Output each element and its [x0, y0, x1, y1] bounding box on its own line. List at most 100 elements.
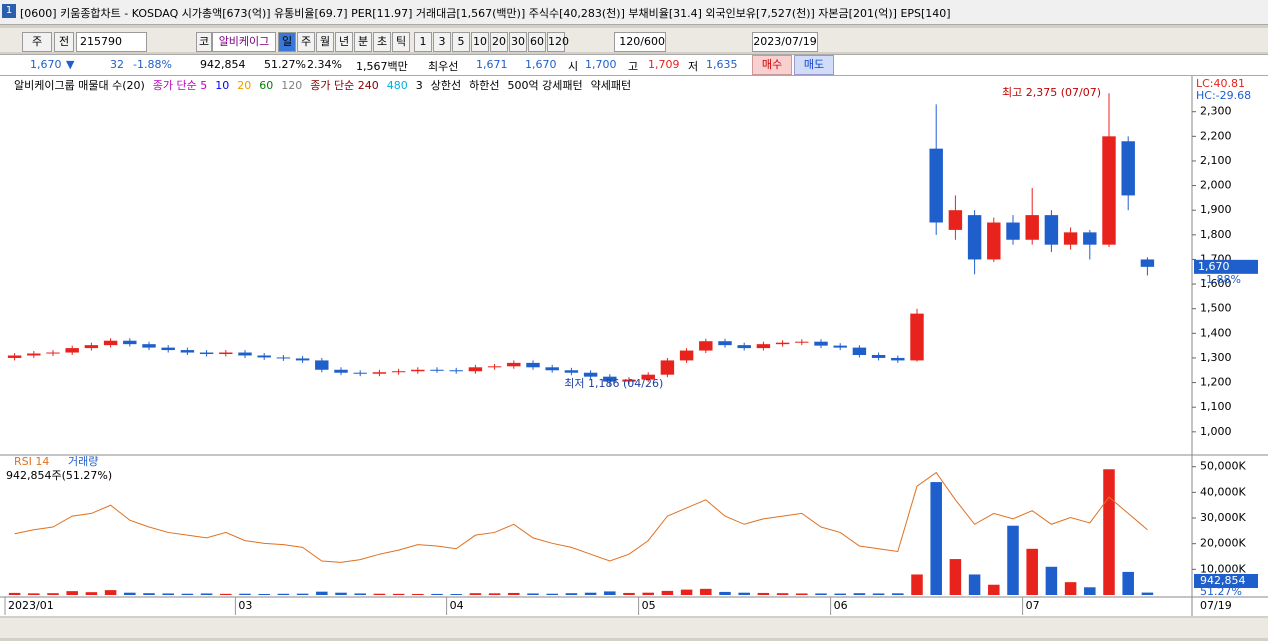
timeframe-button[interactable]: 분 — [354, 32, 372, 52]
candle-body — [276, 357, 291, 359]
timeframe-button[interactable]: 일 — [278, 32, 296, 52]
volume-bar — [719, 591, 731, 595]
candle-body — [775, 342, 790, 345]
volume-bar — [1045, 566, 1058, 595]
candle-body — [1140, 259, 1155, 267]
y-tick-label: 1,900 — [1200, 203, 1232, 216]
market-button[interactable]: 코 — [196, 32, 212, 52]
candle-body — [564, 370, 579, 373]
interval-button[interactable]: 3 — [433, 32, 451, 52]
vol-legend: 거래량 — [68, 455, 98, 468]
volume-bar — [200, 593, 213, 595]
candle-body — [910, 313, 924, 361]
last-price-label: 1,670 — [1198, 260, 1230, 273]
y-tick-label: 2,100 — [1200, 154, 1232, 167]
count-field[interactable]: 120/600 — [614, 32, 666, 52]
candle-body — [833, 345, 847, 348]
volume-bar — [872, 593, 885, 595]
price: 1,670 — [30, 58, 62, 71]
volume-bar — [124, 592, 136, 595]
candle-body — [391, 371, 406, 373]
name-field[interactable]: 알비케이그 — [212, 32, 276, 52]
volume-bar — [104, 590, 117, 595]
candle-body — [545, 367, 559, 371]
candle-body — [814, 341, 828, 346]
volume-bar — [412, 593, 424, 595]
x-tick-label: 03 — [238, 599, 252, 612]
scrollbar[interactable] — [0, 618, 1268, 638]
vol-tick-label: 30,000K — [1200, 511, 1246, 524]
date-field[interactable]: 2023/07/19 — [752, 32, 818, 52]
chart: LC:40.81 HC:-29.68 RSI 14 거래량 942,854주(5… — [0, 76, 1268, 638]
code-input[interactable]: 215790 — [76, 32, 147, 52]
legend-item: 20 — [237, 79, 251, 92]
y-tick-label: 1,200 — [1200, 376, 1232, 389]
candle-body — [660, 360, 675, 375]
x-tick-label: 06 — [834, 599, 848, 612]
buy-button[interactable]: 매수 — [752, 55, 792, 75]
quote-bar: 1,670 ▼ 32 -1.88% 942,854 51.27% 2.34% 1… — [0, 54, 1268, 76]
volume-bar — [431, 593, 443, 595]
sell-button[interactable]: 매도 — [794, 55, 834, 75]
candle-body — [142, 344, 156, 348]
volume-bar — [853, 593, 866, 595]
arrow: ▼ — [66, 58, 75, 71]
legend-item: 하한선 — [469, 78, 499, 92]
volume-bar — [1122, 571, 1134, 595]
vol-tick-label: 20,000K — [1200, 537, 1246, 550]
volume-bar — [642, 592, 654, 595]
volume-bar — [815, 593, 827, 595]
app-icon: 1 — [2, 4, 16, 18]
timeframe-button[interactable]: 초 — [373, 32, 391, 52]
timeframe-button[interactable]: 주 — [297, 32, 315, 52]
candle-body — [27, 353, 41, 356]
volume-bar — [930, 482, 942, 595]
volume-bar — [623, 592, 635, 595]
interval-button[interactable]: 60 — [528, 32, 546, 52]
interval-button[interactable]: 1 — [414, 32, 432, 52]
legend-item: 10 — [215, 79, 229, 92]
low-label: 저 — [688, 60, 699, 73]
legend-item: 120 — [281, 79, 302, 92]
turnover: 2.34% — [307, 58, 342, 71]
interval-button[interactable]: 5 — [452, 32, 470, 52]
candle-body — [430, 369, 444, 371]
candle-body — [372, 372, 387, 374]
candle-body — [987, 222, 1001, 260]
y-tick-label: 1,000 — [1200, 425, 1232, 438]
volume-bar — [392, 593, 405, 595]
volume-bar — [604, 591, 616, 595]
vol-last-label: 942,854 — [1200, 574, 1246, 587]
volume-bar — [968, 574, 981, 595]
rsi-line — [14, 471, 1148, 563]
volume-bar — [450, 594, 462, 595]
interval-button[interactable]: 10 — [471, 32, 489, 52]
volume-bar — [277, 593, 290, 595]
volume-bar — [162, 593, 174, 595]
candle-body — [603, 376, 617, 382]
candle-body — [1044, 215, 1059, 245]
period-select[interactable]: 주 — [22, 32, 52, 52]
candle-body — [65, 348, 79, 353]
candle-body — [123, 340, 137, 345]
candle-body — [449, 370, 463, 372]
candle-body — [526, 362, 540, 368]
timeframe-button[interactable]: 틱 — [392, 32, 410, 52]
timeframe-button[interactable]: 년 — [335, 32, 353, 52]
y-tick-label: 1,400 — [1200, 326, 1232, 339]
low-annotation: 최저 1,186 (04/26) — [564, 377, 663, 390]
y-tick-label: 1,800 — [1200, 228, 1232, 241]
change: 32 — [110, 58, 124, 71]
interval-button[interactable]: 120 — [547, 32, 569, 52]
volume-bar — [8, 592, 21, 595]
volume-bar — [680, 589, 693, 595]
timeframe-button[interactable]: 월 — [316, 32, 334, 52]
volume-bar — [1064, 582, 1077, 595]
interval-button[interactable]: 30 — [509, 32, 527, 52]
vol-tick-label: 10,000K — [1200, 562, 1246, 575]
candle-body — [929, 148, 943, 223]
interval-button[interactable]: 20 — [490, 32, 508, 52]
hc-label: HC:-29.68 — [1196, 89, 1251, 102]
change-pct: -1.88% — [133, 58, 172, 71]
prev-button[interactable]: 전 — [54, 32, 74, 52]
